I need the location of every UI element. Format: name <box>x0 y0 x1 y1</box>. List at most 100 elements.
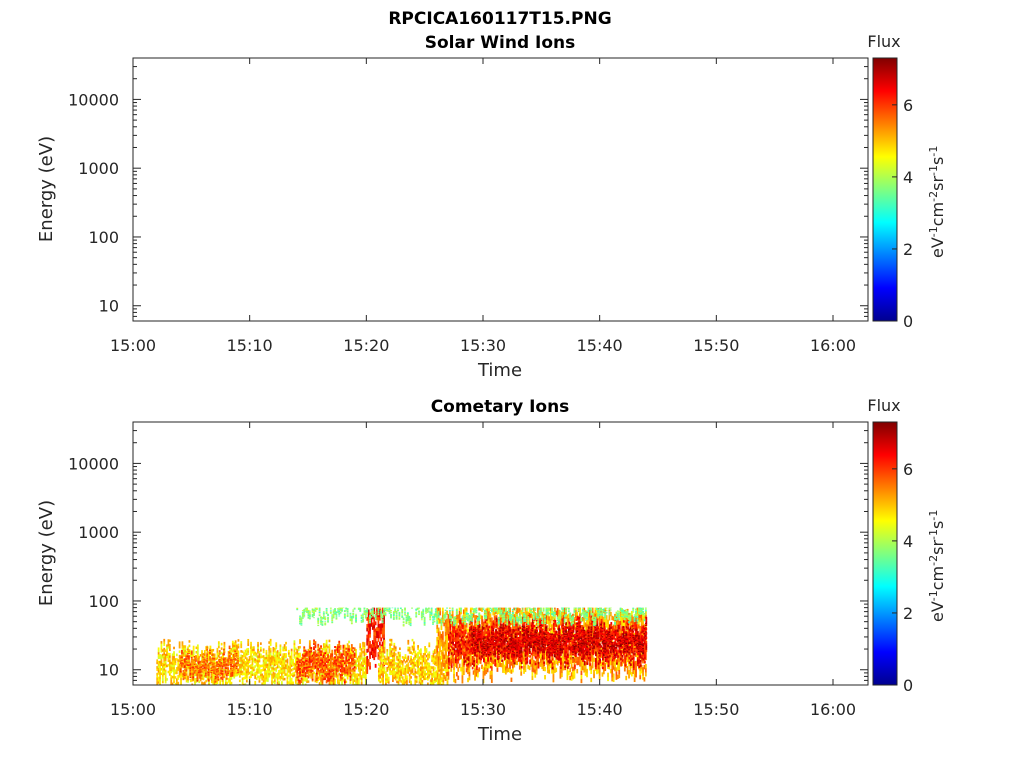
flux-cell <box>527 652 530 657</box>
flux-cell <box>211 659 214 662</box>
flux-cell <box>518 612 521 617</box>
flux-cell <box>233 642 236 645</box>
flux-cell <box>254 674 257 677</box>
flux-cell <box>160 659 163 662</box>
flux-cell <box>462 613 465 618</box>
flux-cell <box>211 669 214 671</box>
flux-cell <box>469 607 472 610</box>
flux-cell <box>325 672 328 675</box>
flux-cell <box>170 663 173 667</box>
flux-cell <box>378 609 381 614</box>
flux-cell <box>209 645 212 649</box>
flux-cell <box>411 663 414 667</box>
flux-cell <box>369 630 371 635</box>
flux-cell <box>216 668 218 671</box>
flux-cell <box>159 674 161 677</box>
flux-cell <box>427 673 429 677</box>
flux-cell <box>225 667 228 670</box>
flux-cell <box>448 607 451 609</box>
flux-cell <box>389 647 391 651</box>
flux-cell <box>259 671 262 675</box>
flux-cell <box>157 649 160 653</box>
flux-cell <box>161 678 164 682</box>
flux-cell <box>518 661 521 666</box>
flux-cell <box>448 661 451 666</box>
flux-cell <box>296 682 299 686</box>
flux-cell <box>574 658 577 664</box>
flux-cell <box>339 661 342 664</box>
flux-cell <box>206 660 209 663</box>
flux-cell <box>200 669 203 671</box>
flux-cell <box>537 607 539 612</box>
flux-cell <box>234 647 237 650</box>
flux-cell <box>352 651 355 655</box>
flux-cell <box>299 659 301 662</box>
flux-cell <box>167 670 170 674</box>
flux-cell <box>307 664 310 667</box>
flux-cell <box>345 669 348 672</box>
flux-cell <box>325 660 328 663</box>
flux-cell <box>214 670 217 672</box>
flux-cell <box>338 656 341 659</box>
flux-cell <box>366 641 369 646</box>
flux-cell <box>399 651 401 655</box>
flux-cell <box>434 662 436 666</box>
flux-cell <box>507 614 510 620</box>
flux-cell <box>436 683 439 686</box>
flux-cell <box>542 625 545 631</box>
flux-cell <box>210 673 213 676</box>
flux-cell <box>173 673 175 677</box>
flux-cell <box>320 660 322 663</box>
flux-cell <box>534 665 537 670</box>
flux-cell <box>369 655 371 659</box>
flux-cell <box>553 627 556 633</box>
flux-cell <box>161 653 164 657</box>
flux-cell <box>559 653 562 659</box>
flux-cell <box>315 672 318 675</box>
flux-cell <box>403 683 405 686</box>
flux-cell <box>549 630 552 636</box>
flux-cell <box>321 664 324 667</box>
flux-cell <box>534 652 537 658</box>
flux-cell <box>383 660 386 663</box>
flux-cell <box>387 667 390 671</box>
flux-cell <box>335 654 338 657</box>
flux-cell <box>306 668 308 671</box>
flux-cell <box>338 645 341 648</box>
flux-cell <box>545 619 548 624</box>
flux-cell <box>163 670 166 673</box>
flux-cell <box>325 646 328 650</box>
flux-cell <box>209 668 212 671</box>
flux-cell <box>427 653 429 656</box>
flux-cell <box>382 675 384 678</box>
flux-cell <box>490 678 493 683</box>
flux-cell <box>228 653 231 655</box>
flux-cell <box>576 668 579 674</box>
flux-cell <box>439 659 441 665</box>
flux-cell <box>541 611 544 617</box>
flux-cell <box>541 664 544 670</box>
flux-cell <box>432 661 435 665</box>
flux-cell <box>265 663 268 666</box>
flux-cell <box>174 660 177 663</box>
flux-cell <box>245 670 248 674</box>
flux-cell <box>252 673 255 676</box>
flux-cell <box>325 667 328 670</box>
flux-cell <box>348 651 350 655</box>
flux-cell <box>279 675 282 679</box>
flux-cell <box>278 658 280 662</box>
flux-cell <box>342 658 345 662</box>
flux-cell <box>553 607 556 612</box>
flux-cell <box>178 654 181 658</box>
flux-cell <box>178 659 181 662</box>
flux-cell <box>289 671 292 674</box>
flux-cell <box>435 659 438 662</box>
flux-cell <box>300 675 303 678</box>
flux-cell <box>401 665 404 668</box>
flux-cell <box>223 641 226 645</box>
flux-cell <box>394 646 397 649</box>
flux-cell <box>257 646 259 649</box>
flux-cell <box>197 665 200 667</box>
flux-cell <box>325 642 328 645</box>
flux-cell <box>206 671 209 674</box>
